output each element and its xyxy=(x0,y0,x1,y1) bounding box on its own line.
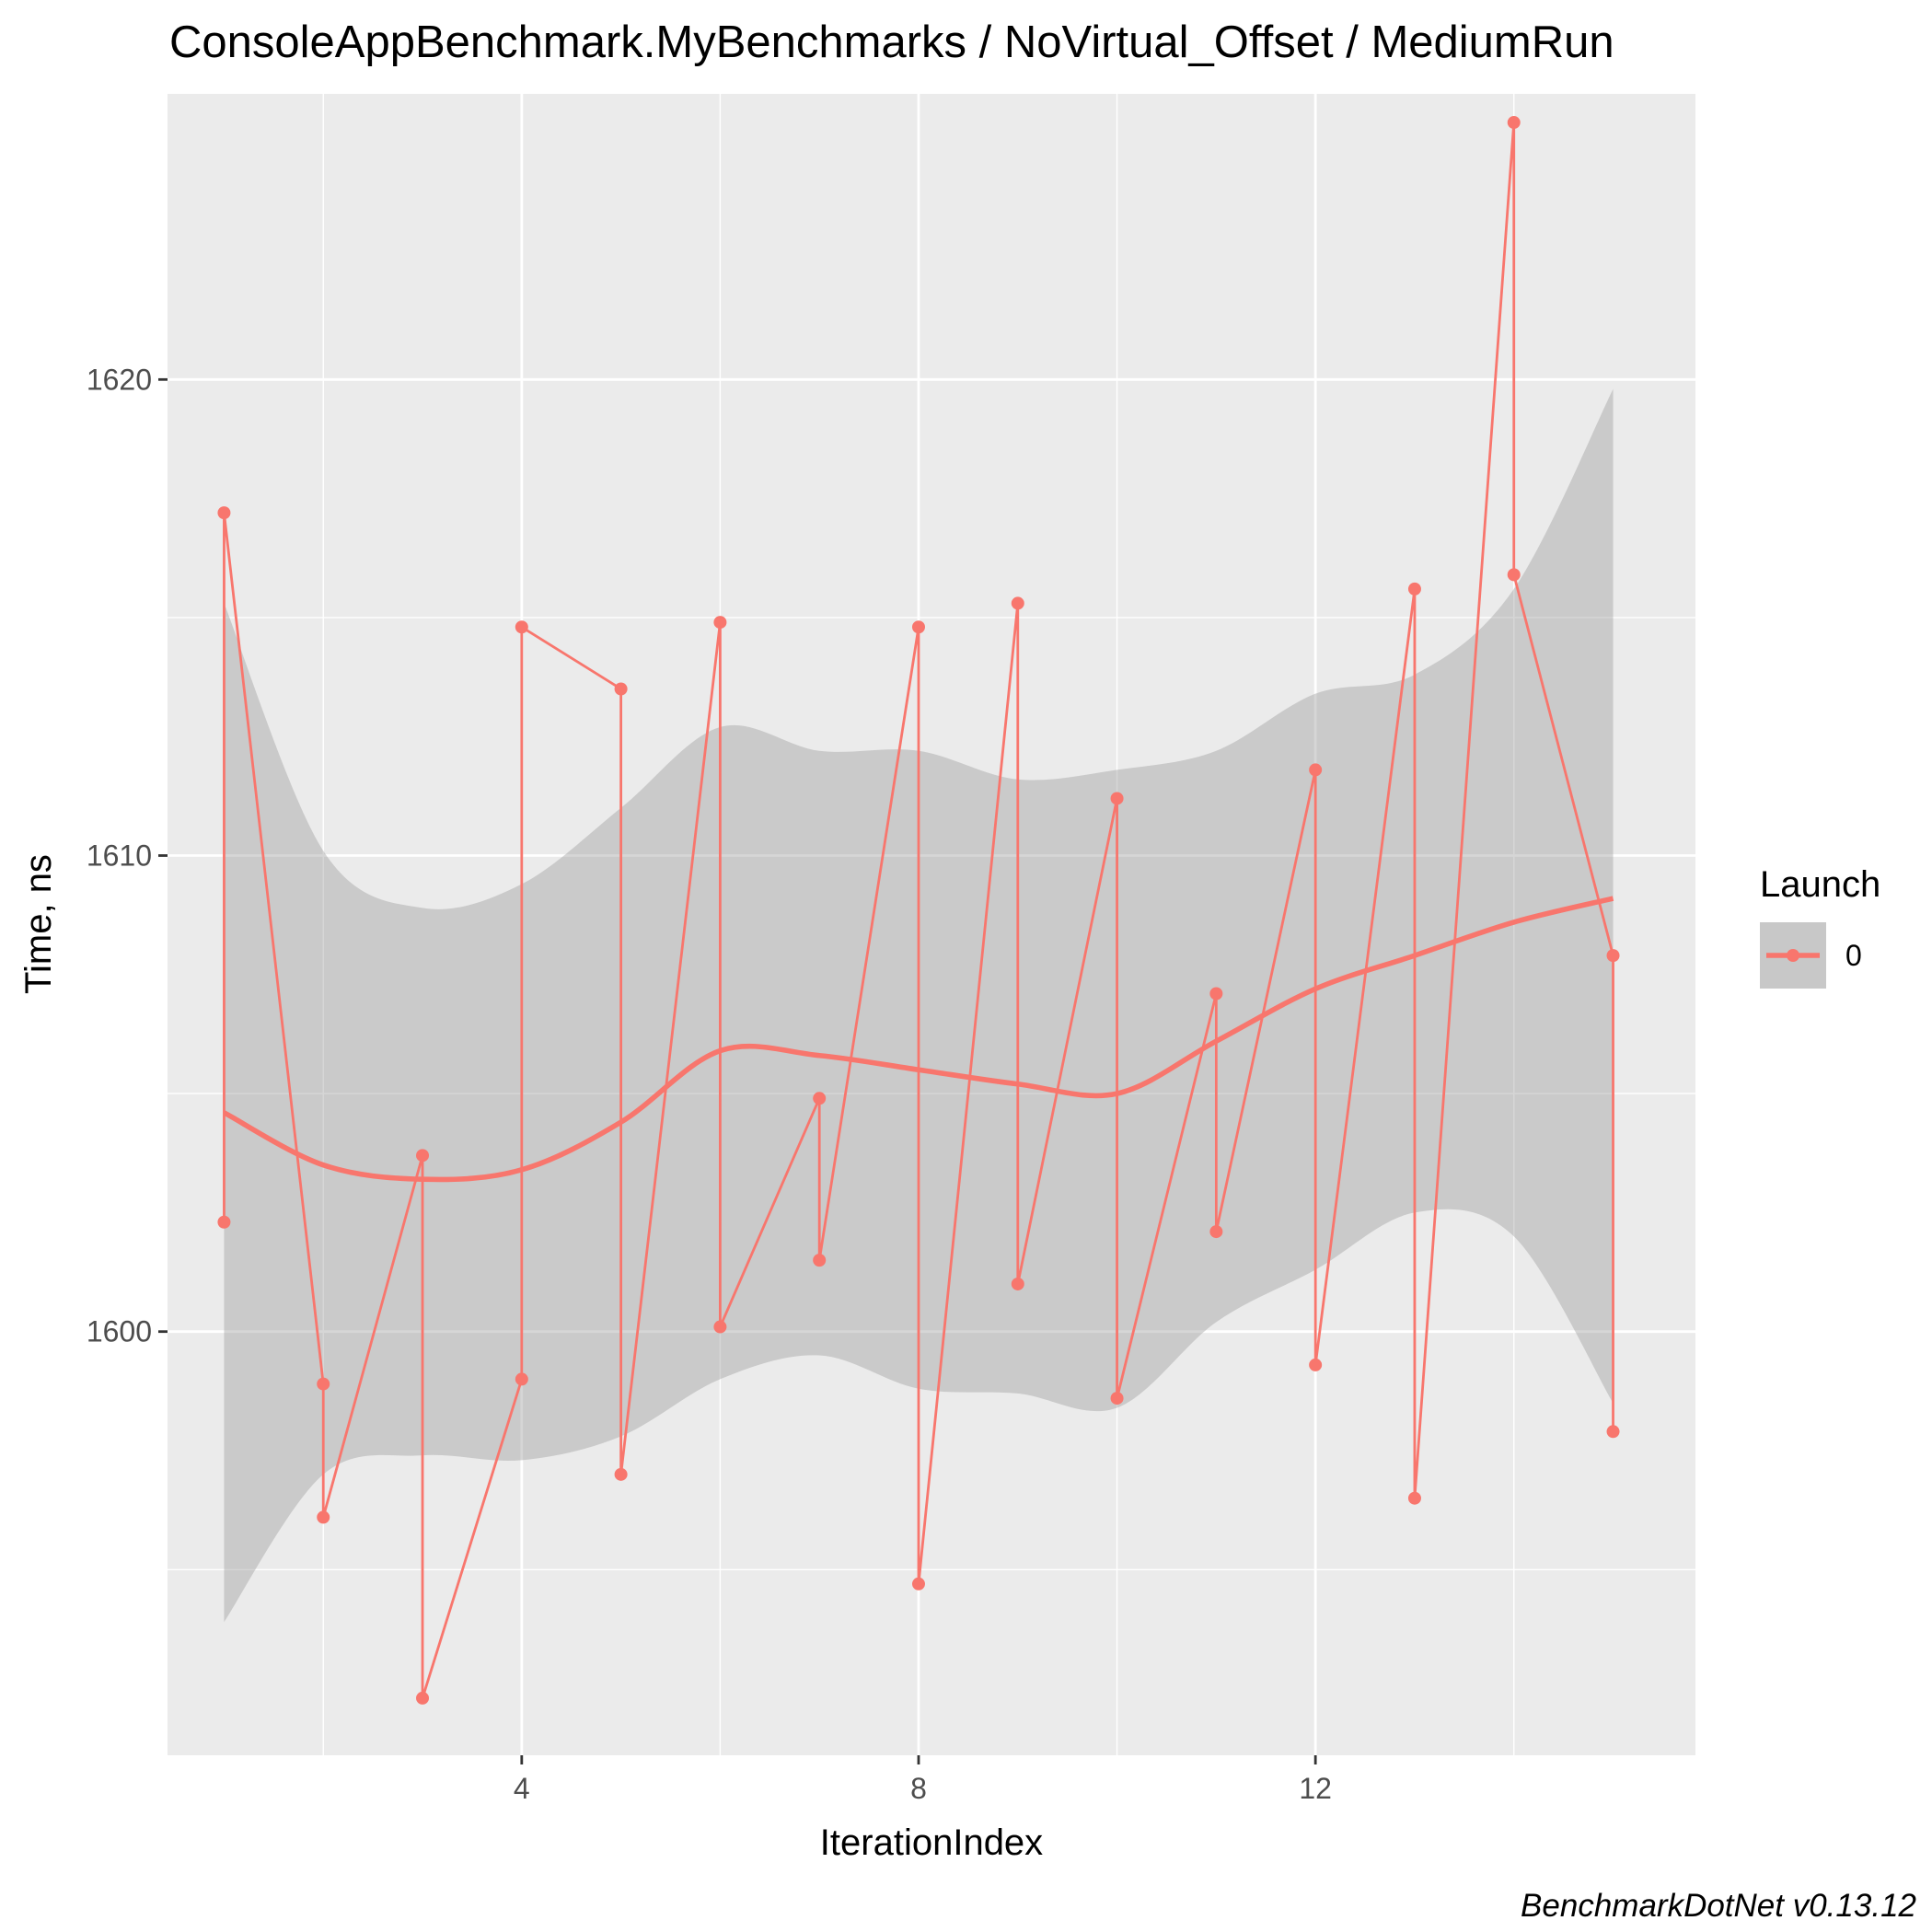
smooth-line-layer xyxy=(223,896,1614,1183)
data-point xyxy=(515,1372,528,1386)
chart-caption: BenchmarkDotNet v0.13.12 xyxy=(1521,1888,1916,1924)
data-point xyxy=(317,1377,330,1391)
smooth-line xyxy=(223,896,1614,1183)
data-point xyxy=(1606,949,1620,963)
y-axis-title: Time, ns xyxy=(18,854,59,994)
data-point xyxy=(1507,568,1521,582)
y-tick-label: 1620 xyxy=(87,363,152,396)
legend-key-point xyxy=(1787,949,1799,962)
data-point xyxy=(1011,1277,1024,1290)
y-tick-label: 1600 xyxy=(87,1315,152,1348)
data-point xyxy=(1309,1358,1323,1371)
chart-title: ConsoleAppBenchmark.MyBenchmarks / NoVir… xyxy=(169,17,1614,67)
data-point xyxy=(1110,1392,1124,1406)
x-tick-label: 12 xyxy=(1299,1772,1332,1805)
data-point xyxy=(217,1215,231,1229)
data-point xyxy=(911,1577,925,1591)
data-point xyxy=(911,620,925,634)
y-tick-label: 1610 xyxy=(87,839,152,873)
data-point xyxy=(1507,116,1521,130)
data-point xyxy=(1407,1491,1421,1505)
data-point xyxy=(813,1092,827,1105)
series-points xyxy=(217,116,1620,1705)
legend-title: Launch xyxy=(1760,864,1880,905)
data-point xyxy=(614,1467,628,1481)
data-point xyxy=(713,1320,727,1334)
x-tick-label: 4 xyxy=(514,1772,530,1805)
data-point xyxy=(1209,1225,1223,1239)
data-point xyxy=(1011,596,1024,610)
data-point xyxy=(713,616,727,630)
legend: Launch 0 xyxy=(1760,864,1880,989)
data-point xyxy=(416,1691,430,1705)
data-point xyxy=(416,1149,430,1163)
legend-label: 0 xyxy=(1845,939,1862,972)
x-tick-label: 8 xyxy=(910,1772,927,1805)
data-point xyxy=(1209,987,1223,1001)
axis-ticks: 4 8 12 1600 1610 1620 xyxy=(87,363,1332,1805)
data-point xyxy=(317,1510,330,1524)
data-point xyxy=(217,506,231,520)
data-point xyxy=(813,1254,827,1267)
data-point xyxy=(614,682,628,696)
data-point xyxy=(1606,1425,1620,1439)
series-line xyxy=(223,121,1614,1700)
legend-items: 0 xyxy=(1760,922,1862,989)
x-axis-title: IterationIndex xyxy=(820,1822,1043,1863)
data-point xyxy=(1407,582,1421,596)
data-point xyxy=(1110,792,1124,805)
data-point xyxy=(515,620,528,634)
series-line-layer xyxy=(223,121,1614,1700)
data-point xyxy=(1309,763,1323,777)
